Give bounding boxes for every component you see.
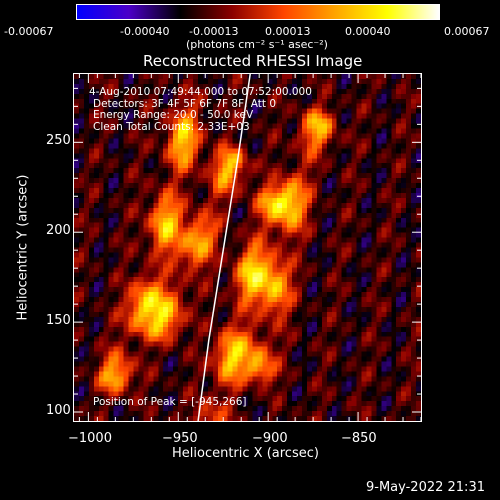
y-tick-label-200: 200 bbox=[46, 223, 71, 238]
colorbar-tick-4: 0.00013 bbox=[265, 25, 311, 38]
x-axis-title: Heliocentric X (arcsec) bbox=[172, 446, 319, 461]
heatmap-image bbox=[74, 74, 421, 421]
colorbar-tick-1: -0.00067 bbox=[4, 25, 54, 38]
colorbar-tick-3: -0.00013 bbox=[189, 25, 239, 38]
annotation-time-range: 4-Aug-2010 07:49:44.000 to 07:52:00.000 bbox=[89, 86, 312, 98]
x-tick-label-850: −850 bbox=[341, 431, 377, 446]
solar-limb-curve bbox=[197, 74, 251, 421]
y-tick-label-100: 100 bbox=[46, 403, 71, 418]
colorbar-units: (photons cm⁻² s⁻¹ asec⁻²) bbox=[186, 38, 328, 51]
annotation-peak-position: Position of Peak = [-945,266] bbox=[93, 396, 247, 408]
x-tick-label-1000: −1000 bbox=[68, 431, 112, 446]
colorbar bbox=[76, 4, 440, 20]
x-tick-label-900: −900 bbox=[252, 431, 288, 446]
colorbar-tick-5: 0.00040 bbox=[345, 25, 391, 38]
y-tick-label-250: 250 bbox=[46, 133, 71, 148]
plot-title: Reconstructed RHESSI Image bbox=[143, 52, 363, 70]
annotation-clean: Clean Total Counts: 2.33E+03 bbox=[93, 121, 250, 133]
annotation-detectors: Detectors: 3F 4F 5F 6F 7F 8F, Att 0 bbox=[93, 98, 277, 110]
y-axis-title: Heliocentric Y (arcsec) bbox=[15, 174, 31, 321]
y-tick-label-150: 150 bbox=[46, 313, 71, 328]
annotation-energy: Energy Range: 20.0 - 50.0 keV bbox=[93, 109, 254, 121]
colorbar-tick-2: -0.00040 bbox=[120, 25, 170, 38]
footer-timestamp: 9-May-2022 21:31 bbox=[366, 480, 485, 495]
colorbar-tick-6: 0.00067 bbox=[444, 25, 490, 38]
x-tick-label-950: −950 bbox=[162, 431, 198, 446]
heatmap-plot-area: 4-Aug-2010 07:49:44.000 to 07:52:00.000 … bbox=[73, 73, 422, 422]
solar-limb-layer bbox=[197, 74, 251, 421]
